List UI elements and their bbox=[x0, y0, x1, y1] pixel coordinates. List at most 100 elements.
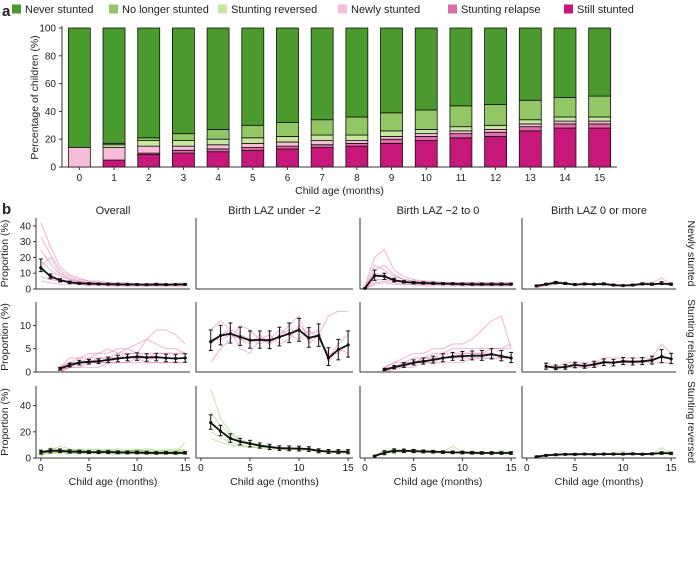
mean-point bbox=[631, 283, 635, 287]
legend-label: Still stunted bbox=[577, 4, 634, 16]
mean-point bbox=[573, 282, 577, 287]
bar-segment bbox=[484, 131, 507, 137]
facet-line-charts: Overall Birth LAZ under −2 Birth LAZ −2 to… bbox=[0, 205, 697, 488]
mean-point bbox=[173, 451, 178, 455]
facet-panel: 0 20 40 0 5 10 15 Child age (months) bbox=[20, 386, 191, 488]
bar-segment bbox=[206, 151, 230, 168]
facet-panel bbox=[195, 302, 353, 373]
bar-segment bbox=[345, 142, 369, 147]
bar-segment bbox=[380, 136, 403, 140]
mean-point bbox=[336, 450, 340, 454]
bar-segment bbox=[484, 104, 507, 126]
bar-segment bbox=[414, 136, 438, 141]
bar-segment bbox=[310, 27, 334, 121]
strip-label: Stunting reversed bbox=[685, 381, 697, 463]
mean-point bbox=[96, 359, 101, 363]
mean-point bbox=[534, 455, 539, 459]
y-tick-label: 40 bbox=[20, 221, 32, 232]
facet-title: Birth LAZ −2 to 0 bbox=[397, 205, 480, 217]
bar-segment bbox=[553, 127, 577, 168]
facet-panel bbox=[521, 218, 676, 290]
mean-point bbox=[640, 282, 644, 286]
facet-title: Overall bbox=[96, 205, 131, 217]
series-trace bbox=[40, 260, 186, 287]
mean-point bbox=[402, 280, 406, 284]
facet-panel: 0 5 10 15 Child age (months) bbox=[521, 386, 678, 488]
series-trace bbox=[40, 249, 186, 285]
x-tick-label: 15 bbox=[343, 463, 355, 474]
bar-segment bbox=[102, 27, 126, 144]
mean-point bbox=[631, 360, 635, 364]
y-tick-label: 0 bbox=[25, 454, 31, 465]
bar-segment bbox=[449, 126, 473, 132]
x-tick-label: 8 bbox=[354, 173, 360, 184]
mean-point bbox=[431, 281, 435, 285]
mean-point bbox=[58, 367, 62, 371]
mean-point bbox=[544, 453, 548, 457]
mean-point bbox=[392, 449, 396, 453]
mean-point bbox=[135, 355, 139, 359]
bar-segment bbox=[345, 116, 369, 136]
bar-segment bbox=[380, 27, 403, 114]
bar-segment bbox=[172, 149, 195, 154]
mean-point bbox=[209, 340, 213, 344]
x-tick-label: 10 bbox=[132, 463, 144, 474]
bar-segment bbox=[67, 147, 91, 168]
x-tick-label: 0 bbox=[77, 173, 83, 184]
facet-panel: 0 5 10 15 Child age (months) bbox=[359, 386, 518, 488]
mean-point bbox=[602, 360, 606, 364]
mean-point bbox=[499, 282, 503, 286]
mean-point bbox=[183, 451, 187, 455]
panel-a-label: a bbox=[2, 3, 11, 20]
x-tick-label: 15 bbox=[666, 463, 678, 474]
mean-point bbox=[631, 452, 635, 456]
bar-segment bbox=[276, 148, 299, 168]
mean-point bbox=[563, 365, 567, 369]
mean-point bbox=[297, 328, 301, 332]
mean-point bbox=[106, 358, 110, 362]
bar-segment bbox=[241, 147, 265, 151]
mean-point bbox=[145, 282, 149, 287]
mean-point bbox=[650, 358, 654, 362]
y-tick-label: 20 bbox=[20, 253, 32, 264]
legend-label: Newly stunted bbox=[351, 4, 420, 16]
facet-title: Birth LAZ 0 or more bbox=[551, 205, 647, 217]
x-axis-label: Child age (months) bbox=[69, 476, 158, 488]
mean-point bbox=[277, 335, 282, 339]
mean-point bbox=[421, 281, 425, 285]
bar-segment bbox=[345, 140, 369, 144]
mean-point bbox=[460, 450, 464, 455]
mean-line bbox=[384, 353, 512, 371]
y-tick-label: 80 bbox=[45, 51, 57, 62]
legend-label: Stunting relapse bbox=[461, 4, 541, 16]
x-tick-label: 0 bbox=[38, 463, 44, 474]
mean-point bbox=[582, 364, 587, 368]
bar-segment bbox=[588, 120, 612, 125]
bar-segment bbox=[102, 159, 126, 168]
facet-panel bbox=[359, 218, 516, 290]
bar-segment bbox=[518, 123, 542, 128]
mean-point bbox=[509, 282, 513, 286]
series-trace bbox=[364, 282, 512, 290]
bar-segment bbox=[310, 119, 334, 136]
mean-point bbox=[460, 282, 464, 286]
y-tick-label: 5 bbox=[25, 344, 31, 355]
mean-point bbox=[297, 446, 301, 451]
mean-point bbox=[346, 343, 350, 347]
mean-point bbox=[611, 361, 616, 365]
mean-point bbox=[659, 451, 664, 455]
x-tick-label: 10 bbox=[457, 463, 469, 474]
y-tick-label: 40 bbox=[20, 401, 32, 412]
facet-panel: 0 10 20 30 40 bbox=[20, 218, 190, 296]
x-tick-label: 15 bbox=[506, 463, 518, 474]
bar-segment bbox=[553, 97, 577, 118]
y-tick-label: 0 bbox=[25, 285, 31, 296]
bar-segment bbox=[414, 109, 438, 130]
mean-point bbox=[431, 358, 435, 362]
bar-segment bbox=[345, 27, 369, 118]
mean-point bbox=[248, 442, 252, 446]
x-tick-label: 5 bbox=[411, 463, 417, 474]
bar-segment bbox=[588, 95, 612, 118]
series-trace bbox=[40, 222, 186, 285]
